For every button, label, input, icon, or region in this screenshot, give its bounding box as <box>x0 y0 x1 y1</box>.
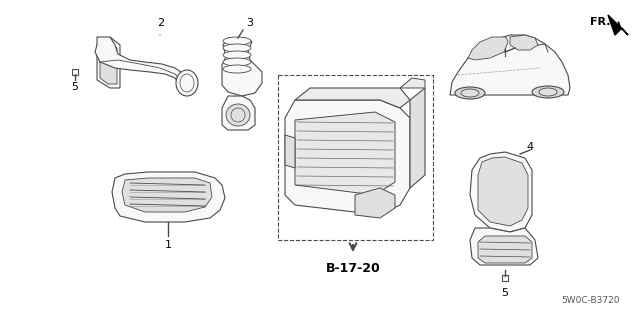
Polygon shape <box>470 152 532 232</box>
Polygon shape <box>478 157 528 226</box>
Ellipse shape <box>539 88 557 96</box>
Ellipse shape <box>226 104 250 126</box>
Ellipse shape <box>176 70 198 96</box>
Polygon shape <box>97 37 120 88</box>
Bar <box>278 75 433 240</box>
Text: 5W0C-B3720: 5W0C-B3720 <box>561 296 620 305</box>
Ellipse shape <box>223 51 251 59</box>
Polygon shape <box>95 37 188 88</box>
Polygon shape <box>470 228 538 265</box>
Text: 2: 2 <box>157 18 164 28</box>
Polygon shape <box>608 15 628 35</box>
Text: 3: 3 <box>246 18 253 28</box>
Polygon shape <box>100 41 117 84</box>
Polygon shape <box>450 35 570 95</box>
Polygon shape <box>285 100 410 215</box>
Polygon shape <box>295 112 395 195</box>
Ellipse shape <box>223 37 251 45</box>
Polygon shape <box>112 172 225 222</box>
Ellipse shape <box>532 86 564 98</box>
Polygon shape <box>222 96 255 130</box>
Text: B-17-20: B-17-20 <box>326 262 380 275</box>
Polygon shape <box>355 188 395 218</box>
Text: FR.: FR. <box>590 17 611 27</box>
Polygon shape <box>510 35 538 50</box>
Text: 1: 1 <box>164 240 172 250</box>
Polygon shape <box>285 135 295 168</box>
Ellipse shape <box>455 87 485 99</box>
Text: 5: 5 <box>502 288 509 298</box>
Ellipse shape <box>223 65 251 73</box>
Polygon shape <box>222 38 262 96</box>
Polygon shape <box>468 37 508 60</box>
Text: 5: 5 <box>72 82 79 92</box>
Polygon shape <box>410 88 425 188</box>
Polygon shape <box>295 88 410 108</box>
Ellipse shape <box>223 58 251 66</box>
Polygon shape <box>478 236 532 263</box>
Polygon shape <box>400 78 425 88</box>
Text: 4: 4 <box>527 142 534 152</box>
Ellipse shape <box>223 44 251 52</box>
Polygon shape <box>122 178 212 212</box>
Ellipse shape <box>461 89 479 97</box>
